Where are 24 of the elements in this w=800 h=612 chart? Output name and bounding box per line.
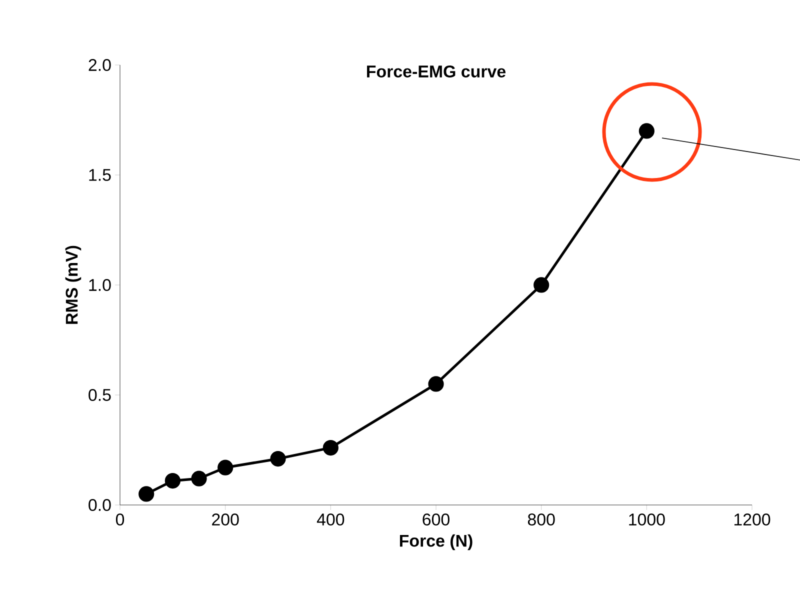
y-tick-label: 2.0 bbox=[88, 58, 111, 71]
x-tick-label: 400 bbox=[316, 514, 344, 526]
x-tick-label: 200 bbox=[212, 514, 239, 526]
point bbox=[164, 472, 180, 489]
y-tick-label: 0.0 bbox=[88, 498, 111, 511]
y-tick-label: 0.5 bbox=[88, 388, 111, 401]
point bbox=[322, 440, 338, 456]
point bbox=[428, 376, 444, 392]
point bbox=[534, 277, 550, 293]
x-tick-label: 600 bbox=[422, 514, 450, 526]
y-axis-title: RMS (mV) bbox=[65, 246, 82, 324]
x-tick-label: 0 bbox=[116, 514, 124, 526]
point bbox=[191, 470, 207, 486]
point bbox=[270, 450, 286, 467]
point bbox=[218, 460, 234, 476]
point bbox=[638, 123, 654, 139]
x-tick-label: 1200 bbox=[734, 514, 770, 526]
point bbox=[138, 486, 154, 502]
x-tick-label: 1000 bbox=[629, 514, 665, 526]
chart-title: Force-EMG curve bbox=[367, 65, 506, 78]
y-tick-label: 1.5 bbox=[89, 169, 111, 181]
x-tick-label: 800 bbox=[528, 514, 555, 526]
x-axis-title: Force (N) bbox=[400, 534, 472, 550]
y-tick-label: 1.0 bbox=[89, 278, 111, 291]
